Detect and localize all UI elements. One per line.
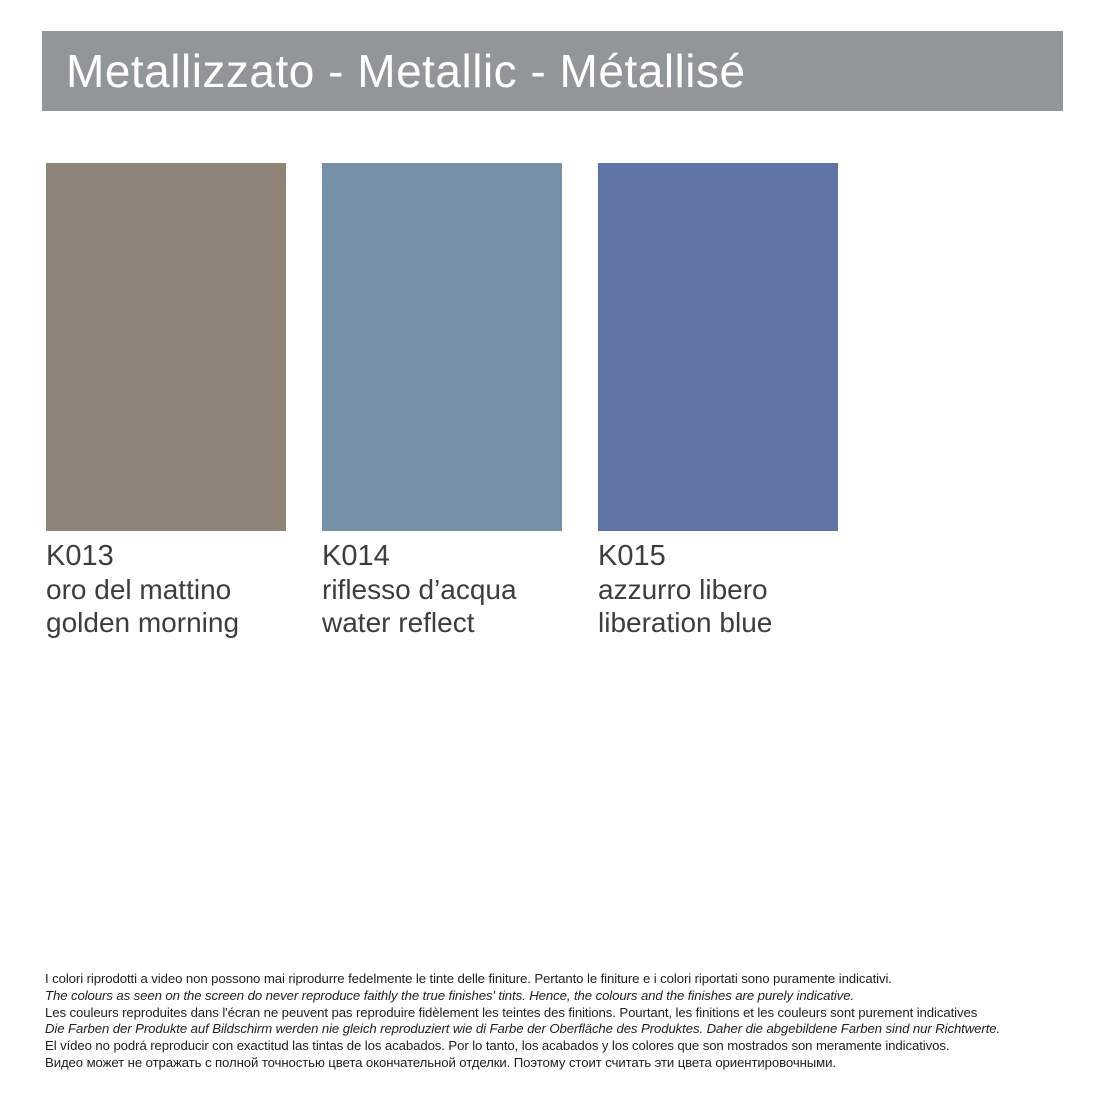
swatch-code: K014: [322, 540, 390, 572]
disclaimer-line-russian: Видео может не отражать с полной точност…: [45, 1054, 836, 1070]
disclaimer-line-french: Les couleurs reproduites dans l'écran ne…: [45, 1004, 978, 1020]
swatch-code: K013: [46, 540, 114, 572]
disclaimer-line-spanish: El vídeo no podrá reproducir con exactit…: [45, 1038, 950, 1054]
swatch-name-local: azzurro libero: [598, 574, 768, 605]
disclaimer-line-italian: I colori riprodotti a video non possono …: [45, 971, 892, 986]
color-swatch: [46, 163, 286, 531]
swatch-name-local: riflesso d’acqua: [322, 574, 517, 605]
swatch-code: K015: [598, 540, 666, 572]
section-title: Metallizzato - Metallic - Métallisé: [66, 45, 746, 97]
disclaimer-line-english: The colours as seen on the screen do nev…: [45, 987, 855, 1003]
color-swatch: [598, 163, 838, 531]
swatch-card-k014: K014 riflesso d’acqua water reflect: [322, 163, 562, 639]
disclaimer-line-german: Die Farben der Produkte auf Bildschirm w…: [45, 1021, 1001, 1037]
color-swatch: [322, 163, 562, 531]
swatch-card-k013: K013 oro del mattino golden morning: [46, 163, 286, 639]
swatch-name-english: golden morning: [46, 607, 240, 638]
swatch-name-local: oro del mattino: [46, 574, 232, 605]
section-header-banner: Metallizzato - Metallic - Métallisé: [42, 31, 1063, 111]
swatch-name-english: water reflect: [322, 607, 475, 638]
swatch-card-k015: K015 azzurro libero liberation blue: [598, 163, 838, 639]
swatch-name-english: liberation blue: [598, 607, 773, 638]
disclaimer-block: I colori riprodotti a video non possono …: [45, 971, 1060, 1072]
swatch-row: K013 oro del mattino golden morning K014…: [46, 163, 838, 639]
